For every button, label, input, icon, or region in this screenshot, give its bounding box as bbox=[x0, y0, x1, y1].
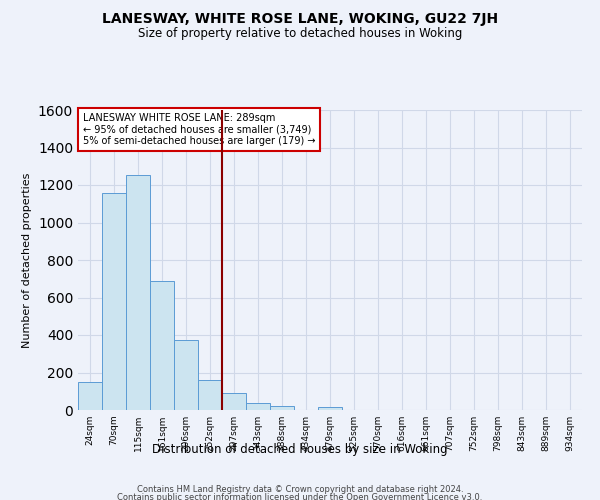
Text: Contains public sector information licensed under the Open Government Licence v3: Contains public sector information licen… bbox=[118, 492, 482, 500]
Bar bbox=[78, 382, 102, 410]
Bar bbox=[270, 406, 294, 410]
Text: LANESWAY, WHITE ROSE LANE, WOKING, GU22 7JH: LANESWAY, WHITE ROSE LANE, WOKING, GU22 … bbox=[102, 12, 498, 26]
Bar bbox=[246, 403, 270, 410]
Bar bbox=[318, 407, 342, 410]
Text: Contains HM Land Registry data © Crown copyright and database right 2024.: Contains HM Land Registry data © Crown c… bbox=[137, 485, 463, 494]
Text: Size of property relative to detached houses in Woking: Size of property relative to detached ho… bbox=[138, 28, 462, 40]
Bar bbox=[102, 192, 126, 410]
Bar bbox=[198, 380, 222, 410]
Bar bbox=[150, 280, 174, 410]
Text: Distribution of detached houses by size in Woking: Distribution of detached houses by size … bbox=[152, 442, 448, 456]
Bar bbox=[222, 393, 246, 410]
Text: LANESWAY WHITE ROSE LANE: 289sqm
← 95% of detached houses are smaller (3,749)
5%: LANESWAY WHITE ROSE LANE: 289sqm ← 95% o… bbox=[83, 113, 316, 146]
Y-axis label: Number of detached properties: Number of detached properties bbox=[22, 172, 32, 348]
Bar bbox=[126, 174, 150, 410]
Bar bbox=[174, 340, 198, 410]
